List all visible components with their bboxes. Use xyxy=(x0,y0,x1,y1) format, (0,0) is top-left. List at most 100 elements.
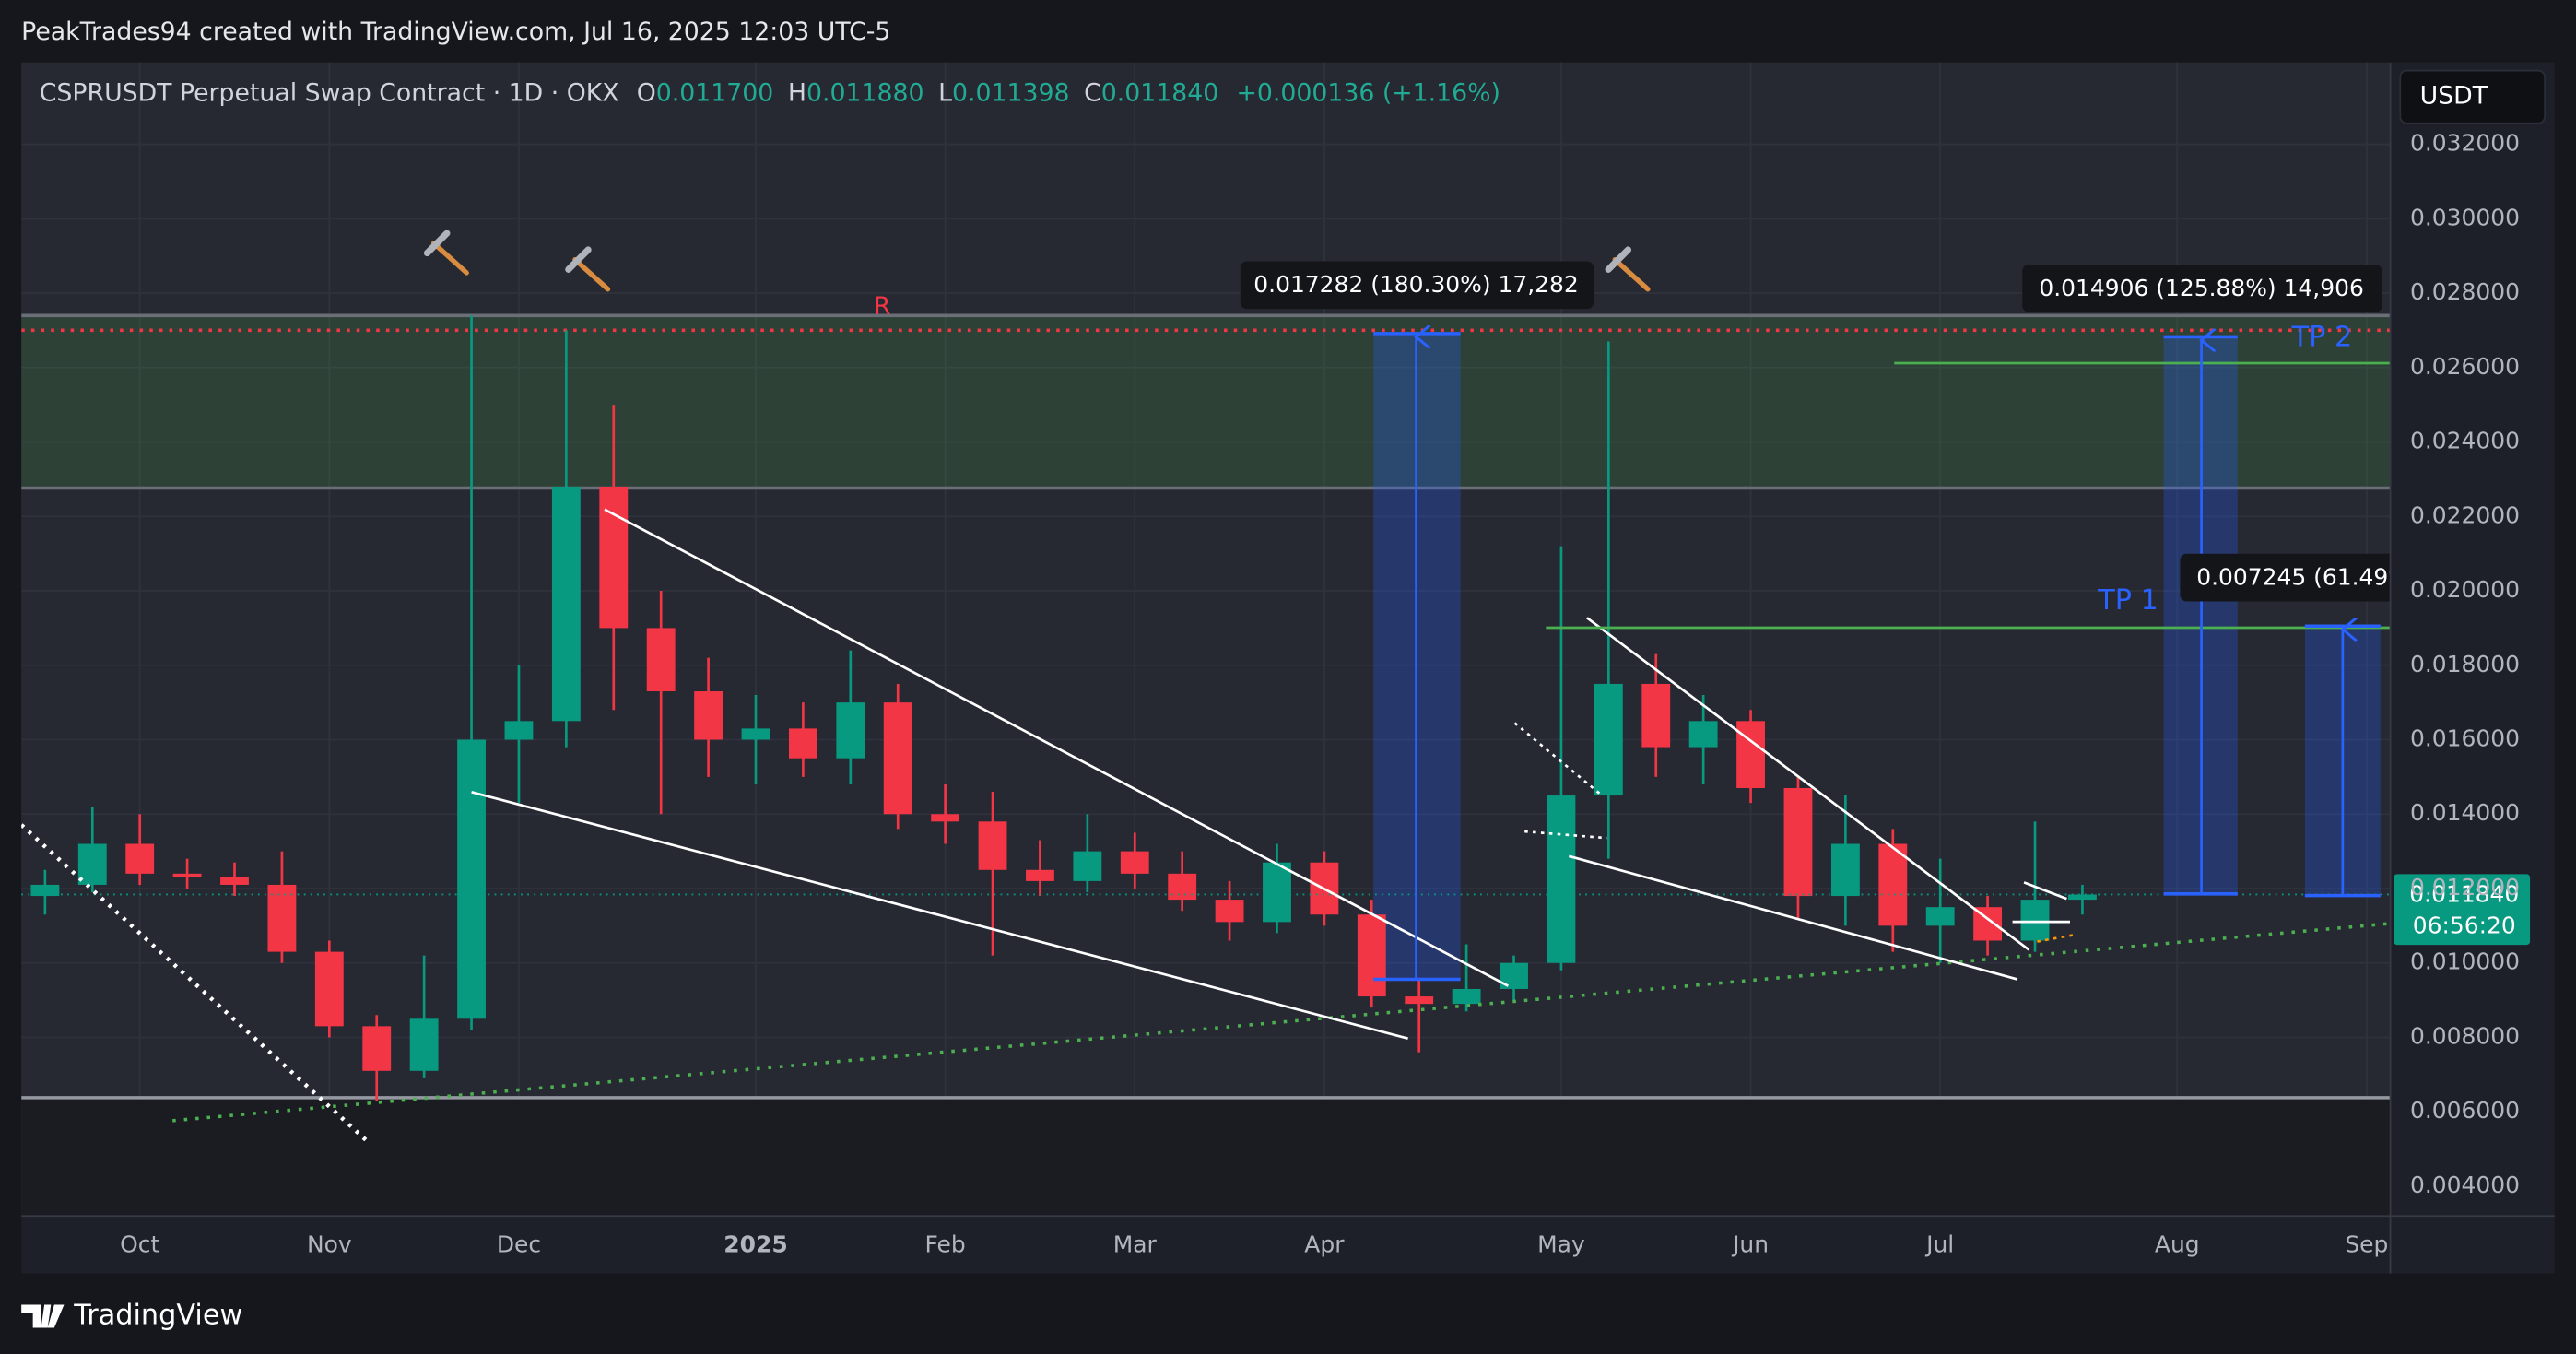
candle-body xyxy=(2020,900,2050,941)
hammer-icon xyxy=(565,246,592,273)
ohlc-value: 0.011700 xyxy=(656,78,773,107)
candle-body xyxy=(1547,795,1576,963)
trend-support xyxy=(172,922,2391,1123)
y-tick-label: 0.022000 xyxy=(2410,501,2520,528)
measure-label-box xyxy=(2180,553,2391,602)
y-tick-label: 0.032000 xyxy=(2410,130,2520,157)
candle-body xyxy=(931,814,960,822)
x-tick-label: 2025 xyxy=(723,1230,787,1257)
ohlc-value: 0.011840 xyxy=(1101,78,1218,107)
hammer-icons xyxy=(423,230,1651,292)
overlay: R TP 1 TP 2 0.017282 (180.30%) 17,282 0.… xyxy=(21,230,2410,1142)
hammer-icon xyxy=(430,241,469,276)
flag-line xyxy=(2037,934,2074,943)
x-tick-label: Oct xyxy=(120,1230,159,1257)
last-price: 0.011840 06:56:20 xyxy=(2394,874,2531,946)
flag-line xyxy=(1524,830,1607,840)
candle-body xyxy=(1830,843,1860,897)
x-tick-label: Apr xyxy=(1304,1230,1345,1257)
y-tick-label: 0.014000 xyxy=(2410,799,2520,826)
wedge-lower xyxy=(1568,854,2018,981)
candle-body xyxy=(457,739,486,1019)
candle-body xyxy=(314,951,344,1027)
candle-body xyxy=(741,728,770,740)
y-tick-label: 0.024000 xyxy=(2410,428,2520,454)
ohlc-value: 0.011398 xyxy=(952,78,1069,107)
hammer-icon xyxy=(572,257,611,292)
candle-body xyxy=(1925,907,1955,926)
x-tick-label: Feb xyxy=(925,1230,966,1257)
candle-body xyxy=(551,486,581,722)
candle-body xyxy=(1263,862,1291,923)
y-tick-label: 0.008000 xyxy=(2410,1022,2520,1049)
y-tick-label: 0.026000 xyxy=(2410,353,2520,380)
candle-body xyxy=(172,873,202,877)
y-tick-label: 0.010000 xyxy=(2410,948,2520,975)
candle-body xyxy=(362,1026,392,1071)
x-tick-label: Jun xyxy=(1731,1230,1769,1257)
measure-label-box xyxy=(2022,265,2382,312)
y-tick-label: 0.028000 xyxy=(2410,278,2520,305)
y-tick-label: 0.030000 xyxy=(2410,204,2520,230)
support-zone xyxy=(21,1097,2391,1217)
ohlc-label: O xyxy=(637,78,656,107)
brand-logo xyxy=(21,1304,65,1328)
candle-body xyxy=(646,628,676,692)
wedge-upper xyxy=(1586,617,2030,951)
candle-body xyxy=(2067,894,2097,901)
y-tick-label: 0.020000 xyxy=(2410,576,2520,603)
candle-body xyxy=(267,884,297,952)
candle-body xyxy=(1026,869,1054,881)
candle-body xyxy=(1878,843,1908,926)
candle-body xyxy=(1736,721,1765,788)
candle-body xyxy=(1073,851,1102,881)
resistance-label: R xyxy=(874,292,891,321)
candle-body xyxy=(978,821,1007,870)
candle-body xyxy=(77,843,107,885)
candle-body xyxy=(1500,962,1528,989)
x-tick-label: Mar xyxy=(1113,1230,1158,1257)
x-tick-label: Aug xyxy=(2155,1230,2200,1257)
x-tick-label: Dec xyxy=(497,1230,541,1257)
last-price-label: 0.011840 xyxy=(2409,881,2519,908)
attribution: PeakTrades94 created with TradingView.co… xyxy=(21,18,890,46)
last-price-box xyxy=(2394,874,2531,946)
currency: USDT xyxy=(2420,82,2488,111)
candle-body xyxy=(883,702,912,815)
symbol-title: CSPRUSDT Perpetual Swap Contract · 1D · … xyxy=(40,78,619,107)
candle-body xyxy=(1452,988,1481,1005)
x-tick-label: Sep xyxy=(2345,1230,2388,1257)
y-tick-label: 0.012000 xyxy=(2410,874,2520,901)
candles xyxy=(21,315,2391,1101)
measure-label: 0.007245 (61.49% xyxy=(2196,564,2410,591)
flag-line xyxy=(2023,881,2067,901)
measure-label-box xyxy=(1240,261,1594,310)
measure-label: 0.017282 (180.30%) 17,282 xyxy=(1253,271,1578,298)
hammer-icon xyxy=(423,230,451,257)
candle-body xyxy=(1641,683,1671,748)
candle-body xyxy=(836,702,865,759)
ohlc-label: C xyxy=(1084,78,1101,107)
wedge-lower xyxy=(471,791,1408,1041)
candle-body xyxy=(1168,873,1197,901)
candle-body xyxy=(30,884,60,897)
legend: CSPRUSDT Perpetual Swap Contract · 1D · … xyxy=(40,78,1500,107)
candle-body xyxy=(1783,787,1813,897)
candle-body xyxy=(694,691,723,740)
flag-line xyxy=(1513,722,1603,796)
countdown: 06:56:20 xyxy=(2413,912,2516,938)
ohlc-label: L xyxy=(938,78,952,107)
candle-body xyxy=(1215,900,1244,923)
y-tick-label: 0.004000 xyxy=(2410,1172,2520,1198)
tp2-label: TP 2 xyxy=(2291,322,2353,354)
currency-button[interactable] xyxy=(2399,69,2547,124)
y-tick-label: 0.006000 xyxy=(2410,1097,2520,1124)
brand-name: TradingView xyxy=(73,1299,242,1331)
candle-body xyxy=(1688,721,1718,748)
x-tick-label: Jul xyxy=(1924,1230,1954,1257)
resistance-zone xyxy=(21,315,2391,489)
hammer-icon xyxy=(1605,246,1632,273)
candle-body xyxy=(220,877,249,885)
brand: TradingView xyxy=(21,1299,242,1331)
